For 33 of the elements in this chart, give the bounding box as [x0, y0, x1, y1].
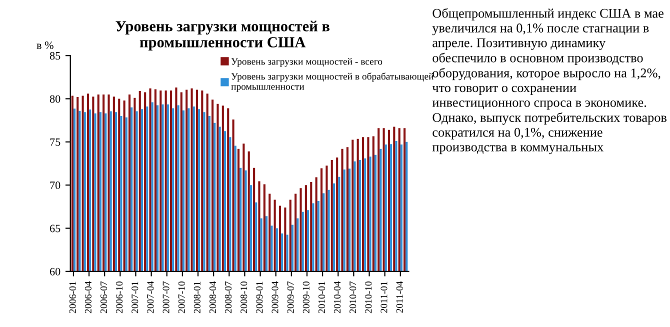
x-tick-label: 2006-10 — [116, 282, 123, 314]
x-tick-label: 2010-10 — [365, 282, 372, 314]
x-tick-label: 2006-04 — [84, 281, 92, 314]
x-tick-label: 2010-07 — [350, 281, 356, 314]
x-tick-label: 2009-10 — [302, 282, 310, 314]
x-tick-label: 2009-07 — [287, 281, 294, 314]
x-tick-label: 2006-07 — [100, 281, 108, 314]
x-tick-label: 2006-01 — [69, 282, 76, 314]
x-tick-label: 2007-10 — [178, 282, 185, 314]
x-tick-label: 2007-07 — [162, 281, 170, 314]
x-tick-label: 2008-07 — [225, 281, 232, 314]
x-tick-label: 2007-04 — [147, 281, 154, 314]
y-axis-title: в % — [36, 42, 54, 50]
x-tick-label: 2008-01 — [194, 282, 200, 314]
x-tick-label: 2009-04 — [272, 281, 278, 314]
x-tick-label: 2008-10 — [240, 282, 248, 314]
legend-label: Уровень загрузки мощностей - всего — [231, 58, 382, 67]
y-tick-label: 80 — [50, 95, 60, 103]
chart-title: Уровень загрузки мощностей в промышленности США — [116, 20, 330, 51]
x-tick-label: 2009-01 — [256, 282, 263, 314]
y-tick-label: 65 — [50, 224, 60, 232]
y-tick-label: 70 — [50, 182, 60, 190]
x-tick-label: 2011-01 — [380, 282, 388, 313]
y-tick-label: 60 — [50, 268, 60, 276]
x-tick-label: 2010-01 — [318, 282, 325, 314]
x-tick-label: 2011-04 — [396, 281, 403, 313]
x-tick-label: 2007-01 — [132, 282, 138, 314]
x-tick-label: 2008-04 — [209, 281, 216, 314]
legend-label: Уровень загрузки мощностей в обрабатывающей промышленности — [231, 72, 434, 92]
x-tick-label: 2010-04 — [334, 281, 341, 314]
text: Общепромышленный индекс США в мае увеличился на 0,1% после стагнации в апреле. Позитивную динамику обеспечило в основном производство оборудования, которое выросло на 1,2%, что говорит о сохранении инвестиционного спроса в экономике. Однако, выпуск потребительских товаров сократился на 0,1%, снижение производства в коммунальных — [432, 8, 667, 154]
y-tick-label: 75 — [50, 138, 60, 146]
y-tick-label: 85 — [50, 52, 60, 60]
